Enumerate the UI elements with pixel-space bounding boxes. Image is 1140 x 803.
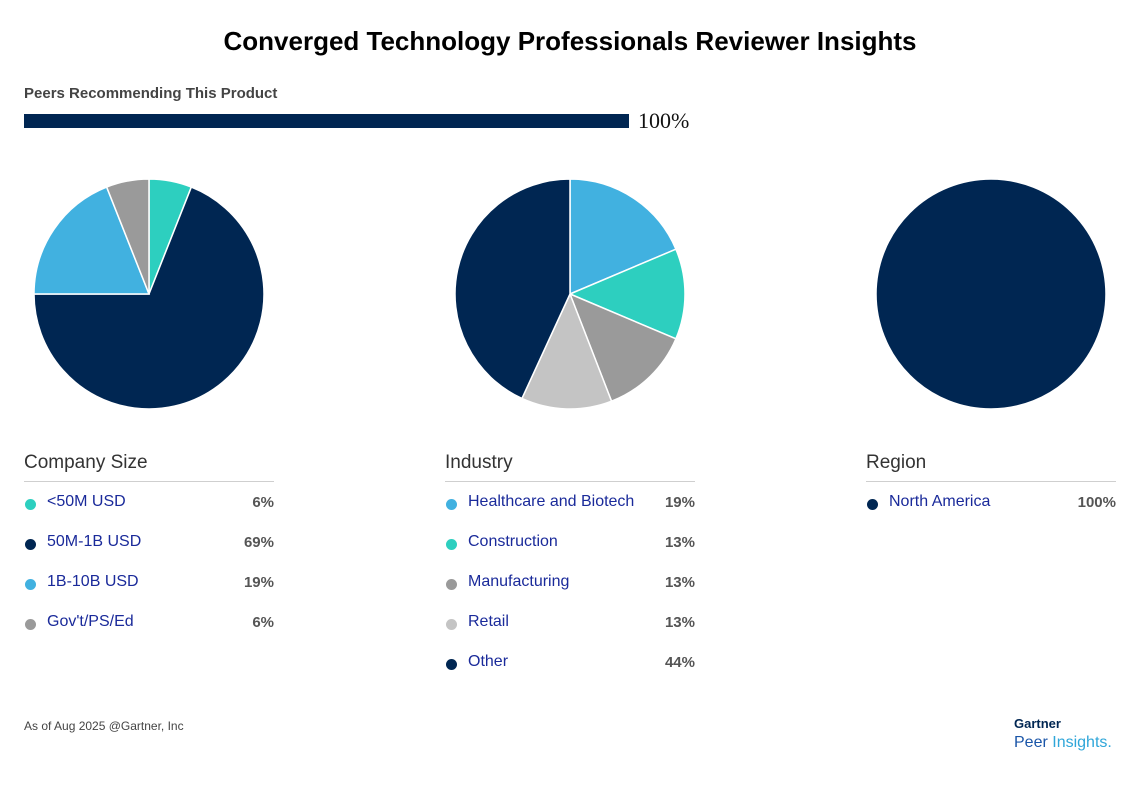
company-size-pie-chart <box>33 178 265 410</box>
legend-label[interactable]: Other <box>468 653 509 670</box>
pie-slice-1b-10b-usd <box>33 186 151 295</box>
legend-item-manufacturing: Manufacturing 13% <box>445 562 695 602</box>
pie-slice-healthcare-and-biotech <box>569 178 677 296</box>
industry-heading: Industry <box>445 452 695 482</box>
industry-pie-chart <box>454 178 686 410</box>
company-size-legend: Company Size <50M USD 6% 50M-1B USD 69% 1B-1… <box>24 452 274 642</box>
legend-swatch <box>446 659 457 670</box>
legend-value: 44% <box>664 654 695 671</box>
legend-value: 13% <box>664 574 695 591</box>
legend-swatch <box>446 499 457 510</box>
pie-slice-other <box>454 178 571 400</box>
legend-value: 6% <box>252 494 274 511</box>
legend-item-gov-t-ps-ed: Gov't/PS/Ed 6% <box>24 602 274 642</box>
pie-slice-north-america <box>875 178 1107 410</box>
pie-slice-gov-t-ps-ed <box>105 178 150 295</box>
pie-slice-construction <box>568 248 686 340</box>
recommendation-label: Peers Recommending This Product <box>24 85 278 102</box>
legend-label[interactable]: Healthcare and Biotech <box>468 493 635 510</box>
legend-item-healthcare-and-biotech: Healthcare and Biotech 19% <box>445 482 695 522</box>
legend-swatch <box>446 619 457 630</box>
legend-label[interactable]: North America <box>889 493 991 510</box>
page-title: Converged Technology Professionals Revie… <box>223 26 917 56</box>
legend-label[interactable]: 50M-1B USD <box>47 533 142 550</box>
region-legend: Region North America 100% <box>866 452 1116 522</box>
legend-swatch <box>867 499 878 510</box>
legend-value: 100% <box>1077 494 1116 511</box>
legend-label[interactable]: Gov't/PS/Ed <box>47 613 134 630</box>
legend-label[interactable]: <50M USD <box>47 493 126 510</box>
pie-slice-50m-1b-usd <box>33 186 265 410</box>
legend-value: 69% <box>243 534 274 551</box>
legend-label[interactable]: Manufacturing <box>468 573 570 590</box>
legend-value: 13% <box>664 614 695 631</box>
legend-item-construction: Construction 13% <box>445 522 695 562</box>
brand-insights: Insights. <box>1052 734 1112 751</box>
legend-value: 13% <box>664 534 695 551</box>
legend-item-50m-usd: <50M USD 6% <box>24 482 274 522</box>
legend-swatch <box>25 579 36 590</box>
footnote: As of Aug 2025 @Gartner, Inc <box>24 719 184 733</box>
legend-label[interactable]: 1B-10B USD <box>47 573 139 590</box>
legend-swatch <box>25 619 36 630</box>
legend-item-other: Other 44% <box>445 642 695 682</box>
pie-slice-retail <box>520 292 613 410</box>
legend-swatch <box>446 579 457 590</box>
legend-value: 19% <box>664 494 695 511</box>
legend-item-50m-1b-usd: 50M-1B USD 69% <box>24 522 274 562</box>
legend-swatch <box>446 539 457 550</box>
legend-swatch <box>25 539 36 550</box>
recommendation-bar-fill <box>24 114 629 128</box>
legend-item-north-america: North America 100% <box>866 482 1116 522</box>
legend-item-1b-10b-usd: 1B-10B USD 19% <box>24 562 274 602</box>
legend-swatch <box>25 499 36 510</box>
legend-label[interactable]: Construction <box>468 533 558 550</box>
recommendation-bar <box>24 114 629 128</box>
brand-peer: Peer <box>1014 734 1053 751</box>
company-size-heading: Company Size <box>24 452 274 482</box>
legend-value: 19% <box>243 574 274 591</box>
region-pie-chart <box>875 178 1107 410</box>
recommendation-value: 100% <box>638 108 690 133</box>
industry-legend: Industry Healthcare and Biotech 19% Constr… <box>445 452 695 682</box>
legend-value: 6% <box>252 614 274 631</box>
gartner-peer-insights-logo: Gartner Peer Insights. <box>1014 716 1112 752</box>
brand-peer-insights: Peer Insights. <box>1014 734 1112 752</box>
brand-gartner: Gartner <box>1014 716 1061 731</box>
legend-label[interactable]: Retail <box>468 613 509 630</box>
region-heading: Region <box>866 452 1116 482</box>
legend-item-retail: Retail 13% <box>445 602 695 642</box>
pie-slice-manufacturing <box>568 292 677 403</box>
